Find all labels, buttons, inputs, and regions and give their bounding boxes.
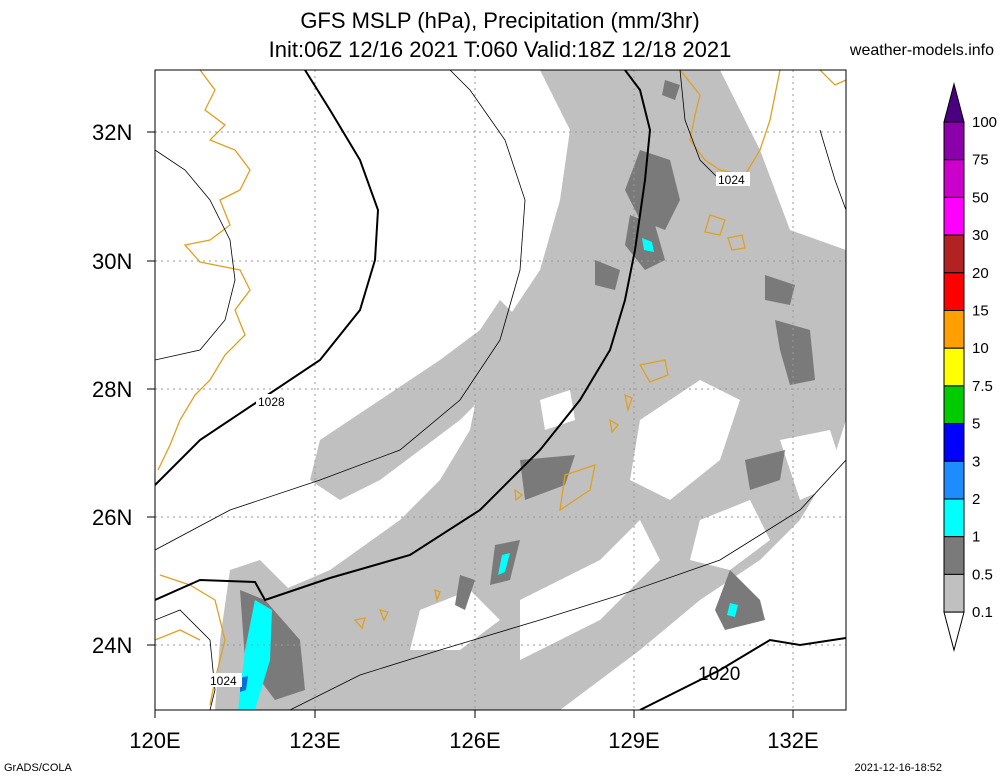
coast-china (157, 70, 251, 471)
lat-label-30n: 30N (92, 249, 132, 274)
colorbar-label: 100 (972, 114, 997, 131)
colorbar-top-arrow (943, 82, 965, 123)
colorbar-swatch (943, 498, 965, 538)
map-plot-area (155, 70, 846, 710)
coast-japan-right (819, 70, 846, 86)
colorbar-swatch (943, 385, 965, 425)
isobar-thin-2 (155, 70, 526, 551)
heavy-2 (642, 238, 654, 252)
coast-islands-4 (353, 588, 441, 630)
colorbar-label: 2 (972, 491, 980, 508)
isobar-thick-1020 (639, 637, 846, 710)
coast-islands-2 (609, 359, 669, 434)
lat-labels: 32N 30N 28N 26N 24N (92, 120, 132, 658)
isobar-thin-right (819, 129, 846, 211)
precip-band-west (310, 300, 520, 500)
colorbar-label: 15 (972, 303, 989, 320)
lon-label-126e: 126E (449, 728, 500, 753)
colorbar-bottom-arrow (943, 611, 965, 653)
colorbar-label: 75 (972, 152, 989, 169)
lon-label-132e: 132E (767, 728, 818, 753)
credit-label: weather-models.info (849, 42, 994, 59)
chart-title: GFS MSLP (hPa), Precipitation (mm/3hr) (300, 8, 700, 33)
colorbar-label: 3 (972, 453, 980, 470)
isobar-label-1020: 1020 (698, 664, 740, 685)
isobar-thin-3 (155, 609, 216, 710)
colorbar-swatch (943, 159, 965, 198)
mid-8 (455, 575, 475, 610)
lon-label-129e: 129E (608, 728, 659, 753)
mid-12 (662, 80, 680, 100)
isobar-thin-1 (155, 149, 236, 361)
grid-layer (155, 70, 846, 710)
tick-marks (147, 131, 794, 718)
colorbar-swatch (943, 423, 965, 462)
heavy-3 (498, 553, 510, 575)
lon-label-120e: 120E (129, 728, 180, 753)
colorbar-label: 5 (972, 416, 980, 433)
lat-label-24n: 24N (92, 633, 132, 658)
lat-label-26n: 26N (92, 505, 132, 530)
colorbar-swatch (943, 196, 965, 236)
isobar-label-1024-sw: 1024 (210, 674, 237, 688)
isobar-label-group: 1028 1024 1024 1020 (208, 172, 750, 688)
colorbar-label: 0.5 (972, 566, 993, 583)
mid-10 (745, 450, 785, 490)
gap-5 (780, 430, 846, 500)
colorbar-label: 1 (972, 529, 980, 546)
precip-gaps-layer (410, 380, 846, 660)
colorbar-swatch (943, 121, 965, 161)
colorbar-swatch (943, 234, 965, 274)
coastline-layer (155, 70, 846, 706)
colorbar-swatch (943, 573, 965, 613)
colorbar-label: 20 (972, 265, 989, 282)
isobar-layer (155, 70, 846, 710)
gap-2 (630, 380, 740, 500)
colorbar-swatch (943, 460, 965, 500)
colorbar-label: 0.1 (972, 604, 993, 621)
colorbar-swatch (943, 347, 965, 387)
isobar-thick-1028 (155, 70, 380, 486)
chart-subtitle: Init:06Z 12/16 2021 T:060 Valid:18Z 12/1… (268, 37, 732, 62)
heavy-4 (727, 603, 738, 617)
mid-6 (520, 455, 575, 500)
lon-labels: 120E 123E 126E 129E 132E (129, 728, 818, 753)
mid-1 (625, 150, 680, 230)
footer-software-label: GrADS/COLA (4, 762, 72, 774)
colorbar-label: 10 (972, 340, 989, 357)
colorbar-label: 7.5 (972, 378, 993, 395)
map-frame (154, 69, 847, 711)
isobar-label-1028: 1028 (258, 395, 285, 409)
colorbar-swatch (943, 536, 965, 575)
lat-label-28n: 28N (92, 377, 132, 402)
coast-islands-1 (704, 214, 746, 251)
colorbar-swatch (943, 272, 965, 311)
colorbar: 0.1 0.5 1 2 3 5 7.5 10 15 20 30 50 75 100 (943, 82, 997, 653)
isobar-thin-4 (289, 459, 846, 710)
gap-6 (540, 390, 575, 430)
lat-label-32n: 32N (92, 120, 132, 145)
coast-islands-3 (514, 464, 596, 512)
mid-4 (765, 275, 795, 305)
mid-3 (595, 260, 620, 290)
colorbar-swatch (943, 310, 965, 349)
lon-label-123e: 123E (289, 728, 340, 753)
mid-5 (775, 320, 815, 385)
isobar-thick-1024 (155, 70, 652, 602)
coast-kyushu (679, 70, 781, 176)
gap-1 (520, 520, 660, 660)
gap-3 (410, 590, 500, 650)
colorbar-label: 30 (972, 227, 989, 244)
colorbar-label: 50 (972, 189, 989, 206)
footer-timestamp: 2021-12-16-18:52 (854, 762, 942, 774)
isobar-label-1024-ne: 1024 (718, 173, 745, 187)
